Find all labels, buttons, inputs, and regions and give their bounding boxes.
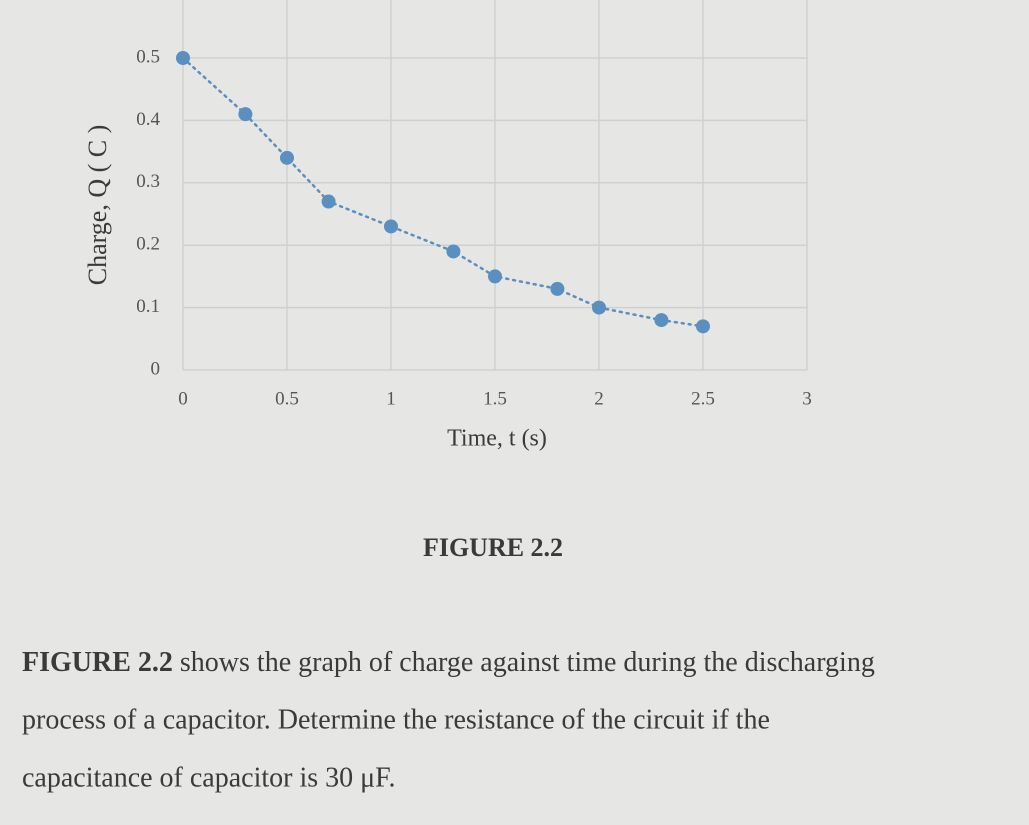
question-line: FIGURE 2.2 shows the graph of charge aga… [22, 647, 875, 678]
x-tick-label: 2.5 [691, 388, 715, 409]
y-tick-label: 0 [151, 358, 161, 379]
x-tick-label: 1.5 [483, 388, 507, 409]
data-point [446, 244, 461, 259]
data-point [384, 219, 398, 234]
y-tick-label: 0.5 [136, 46, 160, 67]
y-tick-label: 0.4 [136, 109, 160, 130]
x-tick-label: 0.5 [275, 388, 299, 409]
data-point [321, 194, 336, 209]
data-point [176, 51, 190, 65]
data-point [488, 269, 502, 284]
x-tick-label: 3 [802, 388, 812, 409]
data-point [238, 107, 253, 122]
x-tick-label: 1 [386, 388, 396, 409]
data-point [696, 319, 710, 334]
y-axis-label: Charge, Q ( C ) [83, 125, 112, 286]
x-tick-label: 2 [594, 388, 604, 409]
data-point [550, 281, 565, 296]
data-point [280, 150, 294, 165]
question-line: capacitance of capacitor is 30 μF. [22, 762, 396, 793]
data-point [654, 313, 669, 328]
figure-caption: FIGURE 2.2 [423, 533, 563, 562]
question-lead: FIGURE 2.2 [22, 647, 173, 678]
y-tick-label: 0.1 [136, 296, 160, 317]
y-tick-label: 0.2 [136, 234, 160, 255]
question-line: process of a capacitor. Determine the re… [22, 704, 770, 735]
x-tick-label: 0 [178, 388, 188, 409]
x-axis-label: Time, t (s) [447, 426, 547, 452]
question-text: shows the graph of charge against time d… [180, 647, 875, 678]
data-point [592, 300, 606, 315]
y-tick-label: 0.3 [136, 171, 160, 192]
